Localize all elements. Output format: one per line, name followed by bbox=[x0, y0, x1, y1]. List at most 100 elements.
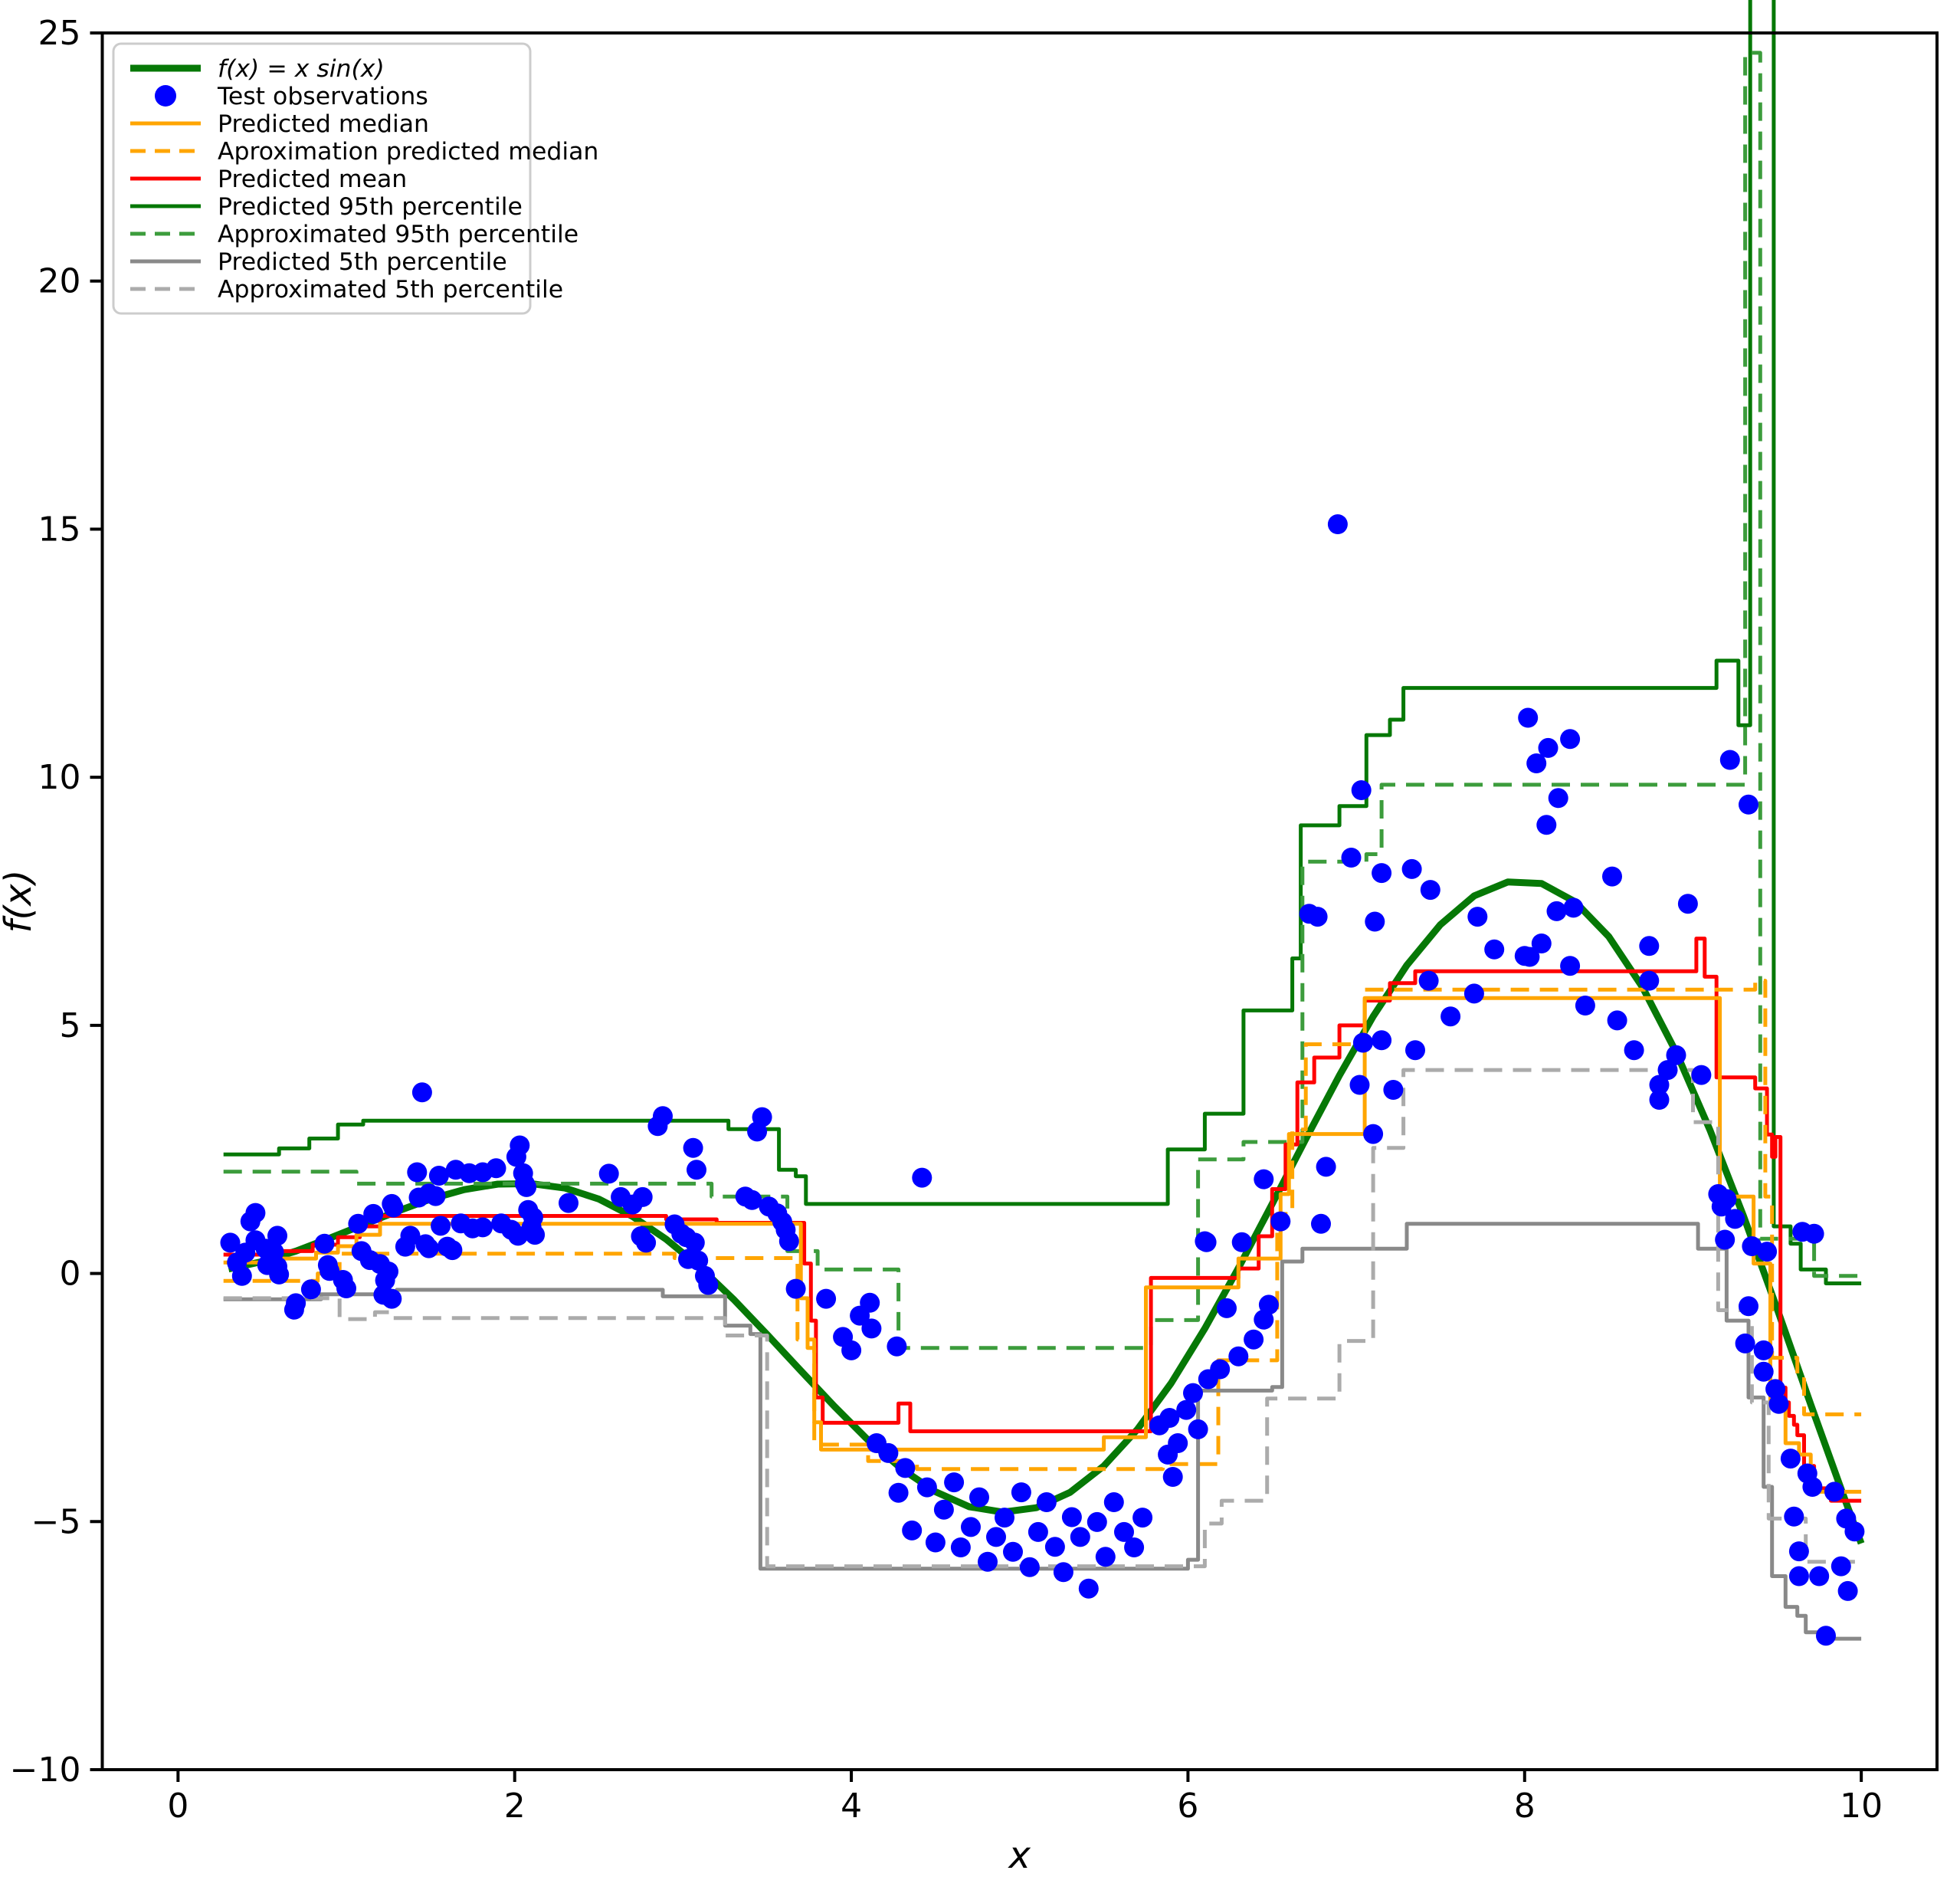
test-observation-dot bbox=[348, 1213, 369, 1234]
test-observation-dot bbox=[969, 1487, 989, 1508]
y-tick-label: −5 bbox=[31, 1502, 81, 1541]
test-observation-dot bbox=[1788, 1566, 1809, 1586]
test-observation-dot bbox=[1831, 1556, 1851, 1577]
test-observation-dot bbox=[636, 1232, 657, 1253]
legend-item-approximated-5th-percentile: Approximated 5th percentile bbox=[130, 276, 563, 304]
test-observation-dot bbox=[1053, 1562, 1073, 1583]
test-observation-dot bbox=[1011, 1482, 1031, 1503]
test-observation-dot bbox=[442, 1240, 463, 1261]
test-observation-dot bbox=[1666, 1045, 1686, 1065]
test-observation-dot bbox=[1036, 1492, 1057, 1512]
test-observation-dot bbox=[1188, 1419, 1208, 1439]
test-observation-dot bbox=[841, 1340, 862, 1360]
legend-label: Predicted mean bbox=[218, 166, 407, 193]
legend-label: Approximated 5th percentile bbox=[218, 276, 563, 304]
test-observation-dot bbox=[407, 1162, 428, 1183]
test-observation-dot bbox=[1351, 780, 1372, 800]
test-observation-dot bbox=[1649, 1090, 1670, 1110]
test-observation-dot bbox=[1649, 1075, 1670, 1095]
legend-label: Predicted median bbox=[218, 110, 429, 138]
test-observation-dot bbox=[1316, 1157, 1336, 1177]
legend-label: Approximated 95th percentile bbox=[218, 221, 578, 248]
test-observation-dot bbox=[598, 1163, 619, 1184]
test-observation-dot bbox=[1019, 1557, 1040, 1577]
predicted-median-line bbox=[223, 996, 1862, 1494]
test-observation-dot bbox=[1802, 1477, 1823, 1497]
test-observation-dot bbox=[1196, 1232, 1217, 1252]
test-observation-dot bbox=[752, 1107, 772, 1127]
legend-label: Test observations bbox=[217, 83, 428, 110]
test-observation-dot bbox=[1538, 737, 1558, 758]
test-observation-dot bbox=[1560, 956, 1581, 976]
test-observation-dot bbox=[1548, 788, 1568, 809]
test-observation-dot bbox=[425, 1186, 446, 1206]
test-observation-dot bbox=[1519, 947, 1540, 967]
legend-marker-dot bbox=[155, 85, 176, 107]
test-observation-dot bbox=[1095, 1547, 1116, 1567]
x-tick-label: 4 bbox=[841, 1787, 862, 1826]
test-observation-dot bbox=[1757, 1242, 1778, 1262]
test-observation-dot bbox=[1441, 1006, 1461, 1027]
test-observation-dot bbox=[525, 1225, 546, 1245]
test-observation-dot bbox=[1405, 1040, 1425, 1061]
test-observation-dot bbox=[267, 1226, 287, 1246]
test-observation-dot bbox=[1768, 1393, 1789, 1414]
test-observation-dot bbox=[516, 1176, 537, 1197]
test-observation-dot bbox=[902, 1520, 923, 1541]
test-observation-dot bbox=[684, 1232, 705, 1253]
test-observation-dot bbox=[559, 1193, 578, 1213]
test-observation-dot bbox=[1546, 901, 1567, 921]
test-observation-dot bbox=[688, 1250, 709, 1271]
test-observation-dot bbox=[1575, 996, 1595, 1016]
test-observation-dot bbox=[1563, 897, 1584, 918]
test-observation-dot bbox=[887, 1336, 907, 1357]
test-observation-dot bbox=[816, 1288, 837, 1309]
test-observation-dot bbox=[1691, 1065, 1712, 1085]
test-observation-dot bbox=[431, 1216, 451, 1236]
test-observation-dot bbox=[850, 1305, 870, 1326]
test-observation-dot bbox=[1639, 936, 1660, 956]
test-observation-dot bbox=[1735, 1333, 1755, 1354]
test-observation-dot bbox=[1258, 1294, 1279, 1315]
test-observation-dot bbox=[1231, 1232, 1252, 1252]
approximated-5th-percentile-line bbox=[223, 1068, 1862, 1569]
test-observation-dot bbox=[916, 1477, 937, 1498]
test-observation-dot bbox=[1742, 1236, 1762, 1256]
test-observation-dot bbox=[1078, 1578, 1099, 1599]
test-observation-dot bbox=[978, 1551, 998, 1572]
test-observation-dot bbox=[1349, 1075, 1370, 1095]
test-observation-dot bbox=[1725, 1209, 1745, 1229]
test-observation-dot bbox=[1844, 1521, 1865, 1542]
test-observation-dot bbox=[286, 1293, 306, 1314]
test-observation-dot bbox=[1602, 866, 1622, 887]
test-observation-dot bbox=[1087, 1511, 1107, 1532]
test-observation-dot bbox=[944, 1472, 965, 1493]
test-observation-dot bbox=[1003, 1541, 1023, 1562]
test-observation-dot bbox=[1162, 1467, 1183, 1487]
x-tick-label: 2 bbox=[504, 1787, 526, 1826]
test-observation-dot bbox=[687, 1160, 706, 1180]
test-observation-dot bbox=[1715, 1229, 1735, 1250]
test-observation-dot bbox=[1210, 1359, 1231, 1380]
test-observation-dot bbox=[653, 1106, 673, 1127]
legend-item-test-observations: Test observations bbox=[155, 83, 428, 110]
test-observation-dot bbox=[950, 1537, 971, 1557]
test-observation-dot bbox=[418, 1238, 439, 1258]
test-observation-dot bbox=[1765, 1379, 1786, 1399]
test-observation-dot bbox=[1132, 1508, 1153, 1528]
x-tick-label: 10 bbox=[1840, 1787, 1883, 1826]
test-observation-dot bbox=[1183, 1383, 1203, 1403]
test-observation-dot bbox=[1463, 983, 1484, 1004]
legend-item-predicted-mean: Predicted mean bbox=[130, 166, 407, 193]
test-observation-dot bbox=[742, 1189, 762, 1210]
test-observation-dot bbox=[1536, 815, 1557, 835]
test-observation-dot bbox=[1124, 1537, 1145, 1557]
test-observation-dot bbox=[1824, 1481, 1844, 1502]
y-axis-label: f(x) bbox=[0, 870, 40, 934]
test-observation-dot bbox=[1716, 1189, 1737, 1209]
test-observation-dot bbox=[400, 1226, 421, 1246]
test-observation-dot bbox=[1753, 1340, 1774, 1360]
legend-item-predicted-5th-percentile: Predicted 5th percentile bbox=[130, 248, 507, 276]
test-observation-dot bbox=[1560, 729, 1581, 750]
